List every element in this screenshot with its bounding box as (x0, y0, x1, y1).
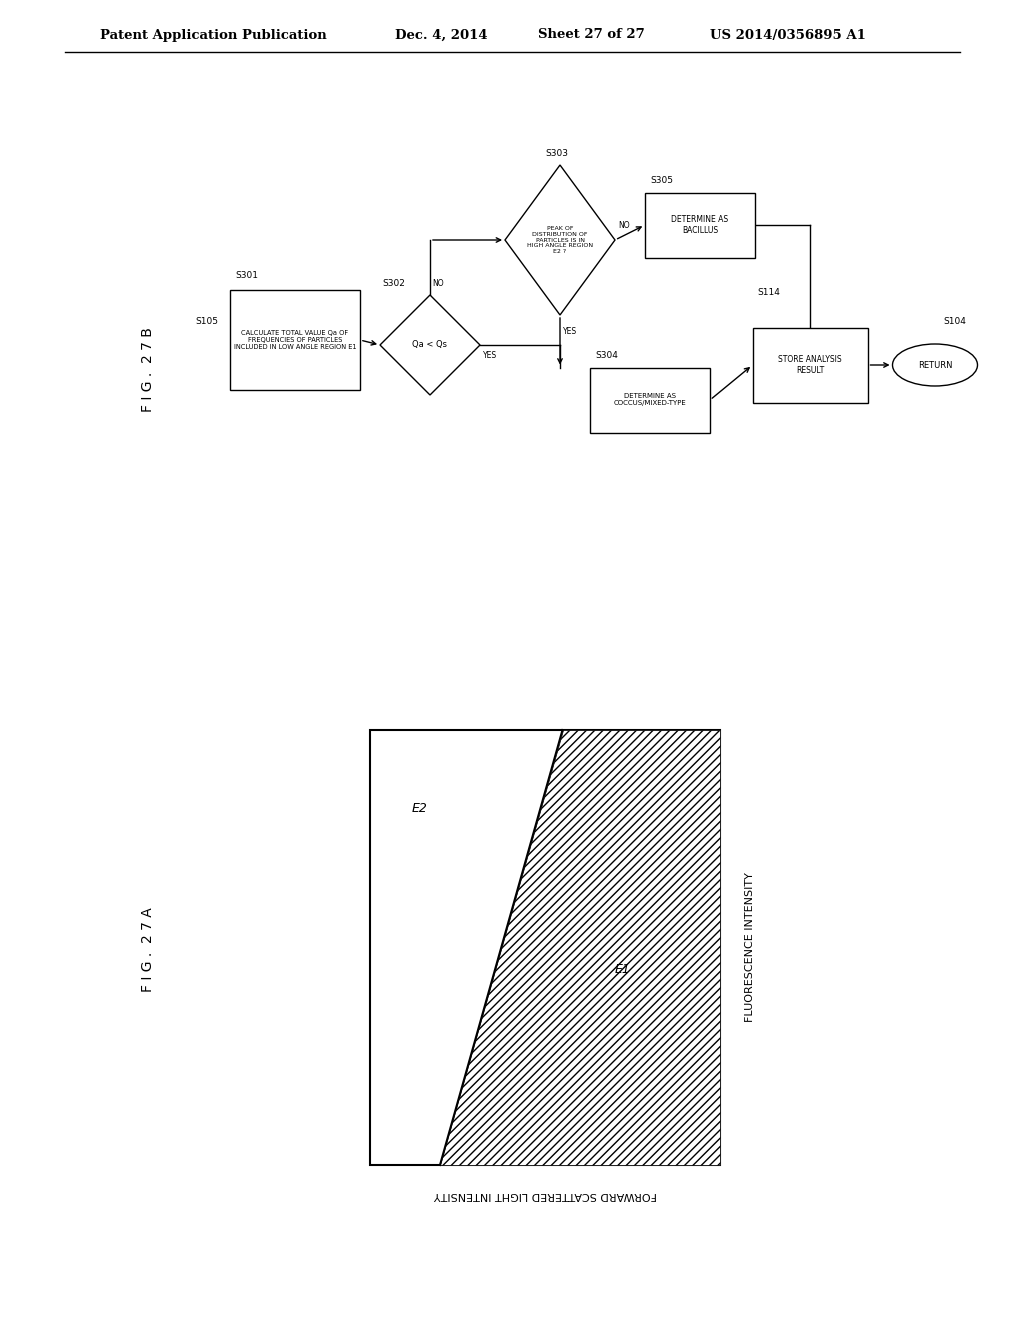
Text: FORWARD SCATTERED LIGHT INTENSITY: FORWARD SCATTERED LIGHT INTENSITY (433, 1191, 656, 1200)
Text: S303: S303 (545, 149, 568, 157)
Text: RETURN: RETURN (918, 360, 952, 370)
Ellipse shape (893, 345, 978, 385)
Text: PEAK OF
DISTRIBUTION OF
PARTICLES IS IN
HIGH ANGLE REGION
E2 ?: PEAK OF DISTRIBUTION OF PARTICLES IS IN … (527, 226, 593, 253)
Text: S301: S301 (234, 272, 258, 281)
Polygon shape (440, 730, 720, 1166)
Text: YES: YES (483, 351, 497, 359)
Text: F I G .  2 7 A: F I G . 2 7 A (141, 908, 155, 993)
Text: Patent Application Publication: Patent Application Publication (100, 29, 327, 41)
Text: STORE ANALYSIS
RESULT: STORE ANALYSIS RESULT (778, 355, 842, 375)
Text: CALCULATE TOTAL VALUE Qa OF
FREQUENCIES OF PARTICLES
INCLUDED IN LOW ANGLE REGIO: CALCULATE TOTAL VALUE Qa OF FREQUENCIES … (233, 330, 356, 350)
FancyBboxPatch shape (230, 290, 360, 389)
Text: S114: S114 (758, 288, 780, 297)
Polygon shape (505, 165, 615, 315)
Text: DETERMINE AS
BACILLUS: DETERMINE AS BACILLUS (672, 215, 728, 235)
Text: NO: NO (432, 279, 443, 288)
Text: Qa < Qs: Qa < Qs (413, 341, 447, 350)
Text: YES: YES (563, 326, 578, 335)
Text: NO: NO (618, 220, 630, 230)
Text: S304: S304 (595, 351, 617, 360)
Polygon shape (380, 294, 480, 395)
FancyBboxPatch shape (645, 193, 755, 257)
Text: E2: E2 (412, 801, 428, 814)
Text: S305: S305 (650, 176, 673, 185)
Text: F I G .  2 7 B: F I G . 2 7 B (141, 327, 155, 412)
Text: FLUORESCENCE INTENSITY: FLUORESCENCE INTENSITY (745, 873, 755, 1023)
Text: Sheet 27 of 27: Sheet 27 of 27 (538, 29, 645, 41)
Text: DETERMINE AS
COCCUS/MIXED-TYPE: DETERMINE AS COCCUS/MIXED-TYPE (613, 393, 686, 407)
Text: S302: S302 (382, 279, 404, 288)
Text: Dec. 4, 2014: Dec. 4, 2014 (395, 29, 487, 41)
Text: E1: E1 (615, 962, 631, 975)
Text: S104: S104 (943, 318, 966, 326)
FancyBboxPatch shape (753, 327, 867, 403)
Text: S105: S105 (195, 318, 218, 326)
FancyBboxPatch shape (590, 367, 710, 433)
Text: US 2014/0356895 A1: US 2014/0356895 A1 (710, 29, 866, 41)
FancyBboxPatch shape (370, 730, 720, 1166)
